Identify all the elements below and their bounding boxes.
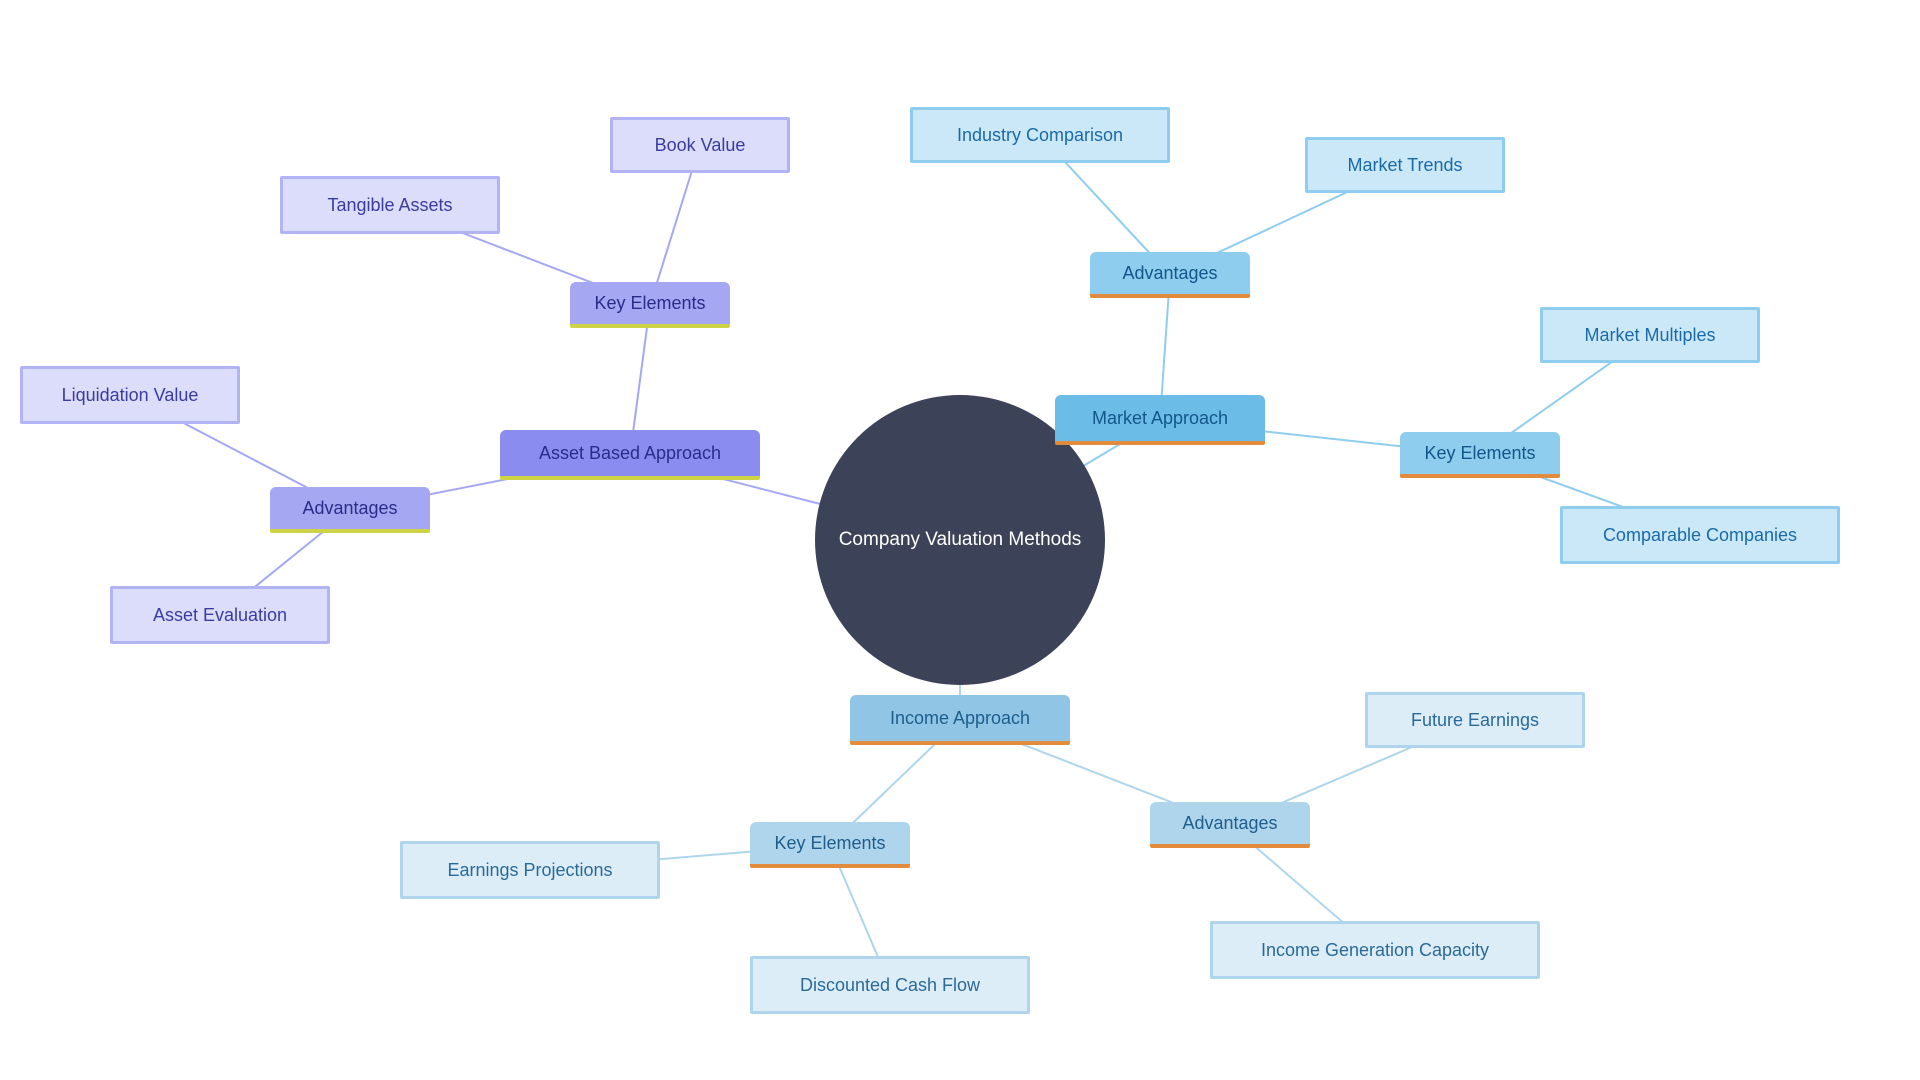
node-asset: Asset Based Approach (500, 430, 760, 480)
node-asset_adv: Advantages (270, 487, 430, 533)
node-income_key: Key Elements (750, 822, 910, 868)
node-label: Book Value (655, 135, 746, 156)
node-bookval: Book Value (610, 117, 790, 173)
node-label: Market Trends (1347, 155, 1462, 176)
node-label: Asset Based Approach (539, 443, 721, 464)
node-asset_key: Key Elements (570, 282, 730, 328)
node-market: Market Approach (1055, 395, 1265, 445)
node-label: Asset Evaluation (153, 605, 287, 626)
node-earnproj: Earnings Projections (400, 841, 660, 899)
mindmap-canvas: Company Valuation Methods Asset Based App… (0, 0, 1920, 1080)
node-label: Key Elements (1424, 443, 1535, 464)
node-label: Earnings Projections (447, 860, 612, 881)
node-label: Key Elements (594, 293, 705, 314)
node-multiples: Market Multiples (1540, 307, 1760, 363)
node-label: Discounted Cash Flow (800, 975, 980, 996)
node-comparable: Comparable Companies (1560, 506, 1840, 564)
node-income: Income Approach (850, 695, 1070, 745)
node-label: Market Approach (1092, 408, 1228, 429)
node-dcf: Discounted Cash Flow (750, 956, 1030, 1014)
node-income_adv: Advantages (1150, 802, 1310, 848)
node-future: Future Earnings (1365, 692, 1585, 748)
node-label: Key Elements (774, 833, 885, 854)
center-node-label: Company Valuation Methods (839, 527, 1082, 554)
node-label: Future Earnings (1411, 710, 1539, 731)
node-tangible: Tangible Assets (280, 176, 500, 234)
node-label: Advantages (302, 498, 397, 519)
node-asseteval: Asset Evaluation (110, 586, 330, 644)
node-label: Market Multiples (1584, 325, 1715, 346)
node-industry: Industry Comparison (910, 107, 1170, 163)
node-label: Advantages (1122, 263, 1217, 284)
node-igc: Income Generation Capacity (1210, 921, 1540, 979)
node-label: Industry Comparison (957, 125, 1123, 146)
node-label: Income Approach (890, 708, 1030, 729)
node-market_key: Key Elements (1400, 432, 1560, 478)
node-market_adv: Advantages (1090, 252, 1250, 298)
node-label: Income Generation Capacity (1261, 940, 1489, 961)
node-label: Tangible Assets (327, 195, 452, 216)
node-label: Comparable Companies (1603, 525, 1797, 546)
node-label: Liquidation Value (62, 385, 199, 406)
node-liquidation: Liquidation Value (20, 366, 240, 424)
node-trends: Market Trends (1305, 137, 1505, 193)
node-label: Advantages (1182, 813, 1277, 834)
